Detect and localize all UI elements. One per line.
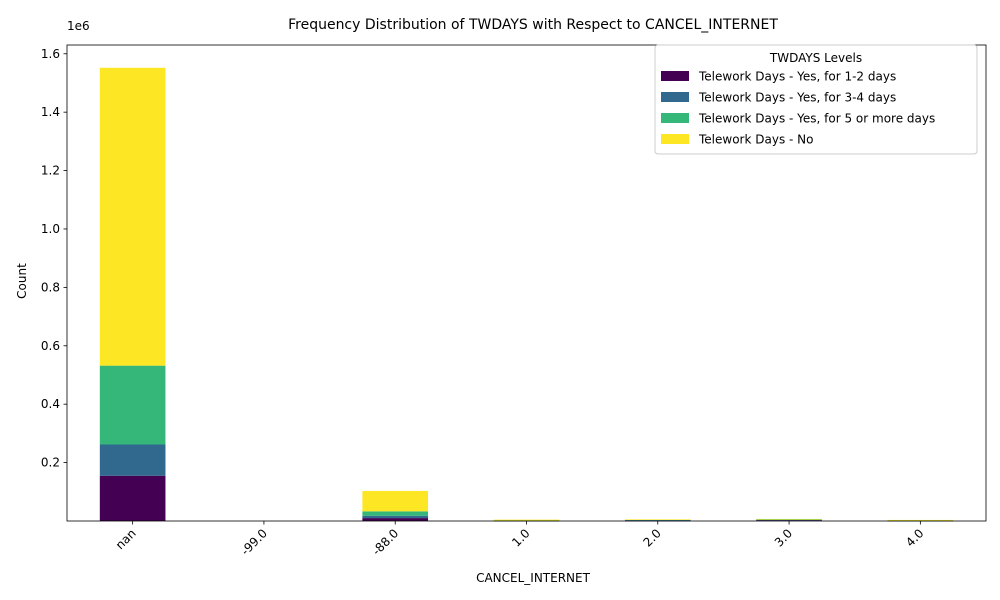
legend-swatch-1	[661, 71, 689, 81]
legend-box	[654, 44, 978, 155]
x-tick-label: 3.0	[772, 526, 795, 549]
legend-swatch-4	[661, 134, 689, 144]
y-tick-label: 0.8	[41, 280, 60, 294]
bar-segment--88.0-series-1	[362, 518, 429, 521]
bar-segment-nan-series-1	[99, 475, 166, 521]
bar-segment-1.0-series-4	[493, 519, 560, 521]
y-tick-label: 0.6	[41, 339, 60, 353]
legend-entry-3: Telework Days - Yes, for 5 or more days	[698, 112, 935, 126]
y-tick-label: 1.6	[41, 47, 60, 61]
legend-swatch-2	[661, 92, 689, 102]
y-tick-label: 0.4	[41, 397, 60, 411]
y-offset-text: 1e6	[67, 19, 90, 33]
y-tick-label: 1.0	[41, 222, 60, 236]
bar-segment-nan-series-2	[99, 444, 166, 476]
x-tick-label: 2.0	[641, 526, 664, 549]
bar-segment-3.0-series-4	[756, 518, 822, 520]
bar-segment--88.0-series-3	[362, 511, 429, 516]
x-tick-label: -99.0	[238, 526, 270, 558]
y-axis-label: Count	[15, 263, 29, 299]
legend-entry-1: Telework Days - Yes, for 1-2 days	[698, 70, 896, 84]
x-axis-label: CANCEL_INTERNET	[476, 571, 591, 585]
bar-segment-3.0-series-1	[756, 520, 822, 521]
legend: TWDAYS Levels Telework Days - Yes, for 1-…	[654, 44, 978, 155]
legend-swatch-3	[661, 113, 689, 123]
y-tick-label: 1.2	[41, 164, 60, 178]
y-tick-label: 1.4	[41, 105, 60, 119]
bar-segment-nan-series-3	[99, 365, 166, 445]
x-tick-label: 4.0	[903, 526, 926, 549]
x-tick-label: nan	[113, 526, 139, 552]
bar-segment-nan-series-4	[99, 67, 166, 366]
bar-segment--88.0-series-4	[362, 490, 429, 512]
bar-segment--88.0-series-2	[362, 515, 429, 519]
bar-segment-4.0-series-4	[887, 519, 954, 521]
legend-title: TWDAYS Levels	[769, 51, 862, 65]
y-tick-label: 0.2	[41, 456, 60, 470]
legend-entry-4: Telework Days - No	[698, 133, 813, 147]
bar-segment-2.0-series-4	[624, 519, 691, 520]
bar-segment-2.0-series-2	[624, 519, 691, 521]
chart-title: Frequency Distribution of TWDAYS with Re…	[288, 17, 778, 33]
bars-layer	[99, 67, 954, 522]
bar-segment-3.0-series-3	[756, 519, 822, 520]
x-tick-label: 1.0	[509, 526, 532, 549]
legend-entry-2: Telework Days - Yes, for 3-4 days	[698, 91, 896, 105]
x-tick-label: -88.0	[369, 526, 401, 558]
